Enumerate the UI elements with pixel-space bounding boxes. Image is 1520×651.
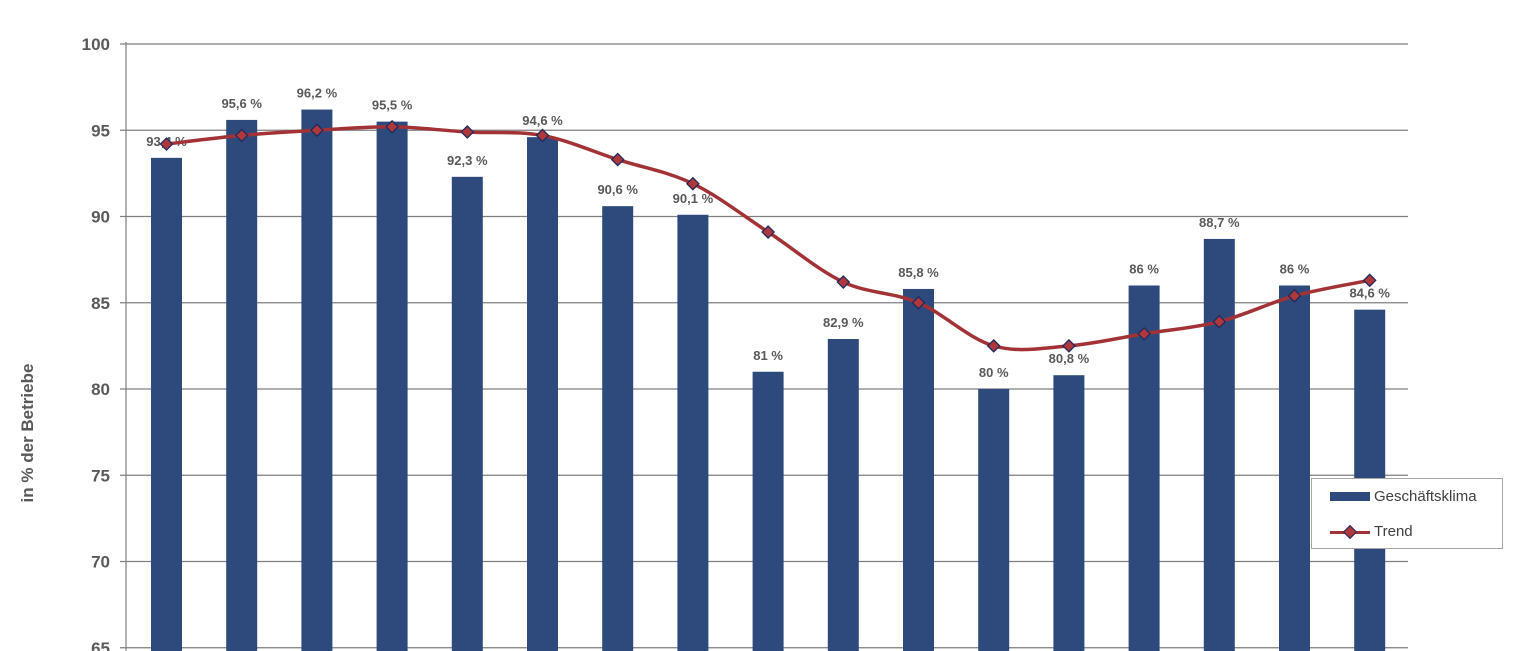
- bar-data-label: 81 %: [753, 348, 783, 363]
- bar-data-label: 86 %: [1280, 262, 1310, 277]
- trend-line-series: [159, 119, 1377, 353]
- bar-data-label: 80 %: [979, 365, 1009, 380]
- bar-data-label: 96,2 %: [297, 86, 338, 101]
- trend-marker: [836, 275, 851, 289]
- trend-marker: [234, 128, 249, 143]
- y-tick-label: 70: [91, 553, 110, 572]
- trend-marker: [159, 137, 174, 151]
- bar: [978, 389, 1010, 651]
- trend-marker: [1212, 314, 1227, 329]
- bar: [677, 214, 709, 651]
- bar-data-label: 94,6 %: [522, 113, 563, 128]
- y-axis-title-text: in % der Betriebe: [18, 363, 37, 503]
- bar-data-label: 82,9 %: [823, 315, 864, 330]
- bar-data-label: 92,3 %: [447, 153, 488, 168]
- bar: [1203, 238, 1235, 651]
- trend-marker: [761, 225, 776, 239]
- trend-marker: [1137, 326, 1152, 341]
- legend-label-geschaeftsklima: Geschäftsklima: [1374, 488, 1477, 505]
- y-tick-label: 80: [91, 380, 110, 399]
- trend-marker: [1287, 288, 1302, 303]
- bar: [1279, 285, 1310, 651]
- bar: [1053, 375, 1085, 651]
- bar-data-labels: 93,4 %95,6 %96,2 %95,5 %92,3 %94,6 %90,6…: [146, 86, 1390, 380]
- bar: [527, 137, 558, 651]
- bar: [301, 109, 333, 651]
- bar-data-label: 84,6 %: [1349, 286, 1390, 301]
- bar: [1128, 285, 1160, 651]
- bar-series-geschaeftsklima: [151, 109, 1386, 651]
- y-tick-label: 75: [91, 466, 110, 485]
- legend-bar-swatch: [1330, 492, 1370, 501]
- trend-marker: [911, 295, 926, 310]
- y-axis-tick-labels: 65 70 75 80 85 90 95 100: [82, 35, 110, 651]
- trend-marker: [385, 119, 400, 134]
- bar-data-label: 86 %: [1129, 262, 1159, 277]
- legend: Geschäftsklima Trend: [1311, 478, 1503, 549]
- y-tick-label: 85: [91, 294, 110, 313]
- bar-data-label: 90,1 %: [673, 191, 714, 206]
- trend-marker: [1061, 338, 1076, 353]
- legend-diamond-marker: [1342, 524, 1358, 539]
- legend-item-trend: Trend: [1330, 523, 1413, 540]
- legend-item-geschaeftsklima: Geschäftsklima: [1330, 488, 1477, 505]
- bar: [151, 157, 182, 651]
- bar-data-label: 80,8 %: [1049, 351, 1090, 366]
- y-tick-label: 95: [91, 121, 110, 140]
- trend-marker: [460, 125, 475, 139]
- bar-data-label: 90,6 %: [597, 182, 638, 197]
- trend-marker: [685, 176, 700, 191]
- bar-data-label: 95,6 %: [221, 96, 262, 111]
- bar-data-label: 95,5 %: [372, 98, 413, 113]
- legend-label-trend: Trend: [1374, 523, 1413, 540]
- y-tick-label: 100: [82, 35, 110, 54]
- trend-marker: [610, 152, 625, 167]
- trend-marker: [1362, 273, 1377, 288]
- trend-marker: [535, 128, 550, 143]
- bar: [451, 176, 483, 651]
- bar: [226, 119, 258, 651]
- trend-marker: [986, 338, 1001, 353]
- bar-data-label: 88,7 %: [1199, 215, 1240, 230]
- trend-marker: [309, 123, 324, 138]
- bar: [376, 121, 408, 651]
- bar: [752, 371, 784, 651]
- bar: [827, 338, 859, 651]
- bar-data-label: 85,8 %: [898, 265, 939, 280]
- y-tick-label: 65: [91, 639, 110, 651]
- bar: [602, 206, 634, 651]
- legend-line-swatch: [1330, 524, 1370, 540]
- bar: [903, 288, 934, 651]
- y-tick-label: 90: [91, 208, 110, 227]
